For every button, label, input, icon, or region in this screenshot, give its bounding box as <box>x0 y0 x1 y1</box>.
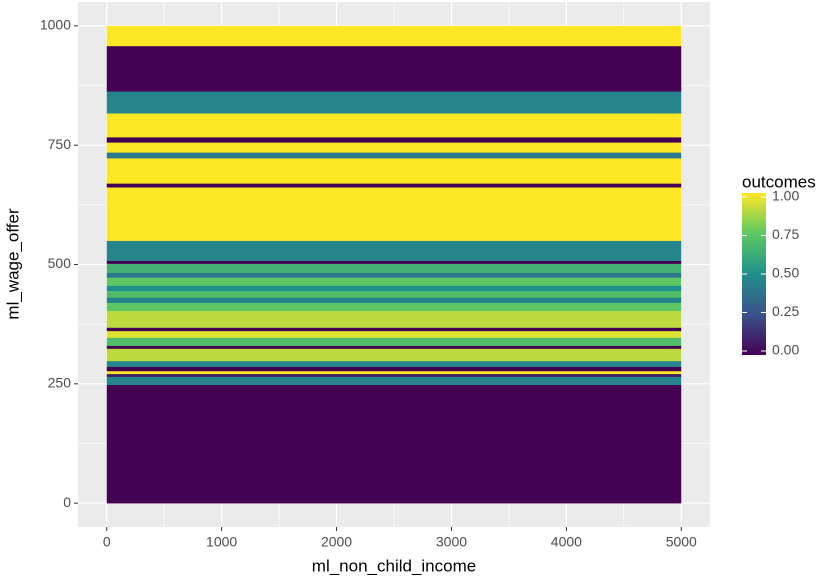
x-tick-label: 5000 <box>666 534 697 550</box>
heat-band <box>106 366 682 372</box>
heat-band <box>106 183 682 188</box>
y-tick-label: 750 <box>48 136 72 152</box>
heat-band <box>106 345 682 349</box>
heat-band <box>106 373 682 377</box>
heat-band <box>106 337 682 346</box>
heat-band <box>106 263 682 273</box>
y-tick-label: 500 <box>48 255 72 271</box>
x-tick-label: 2000 <box>321 534 352 550</box>
heat-band <box>106 310 682 328</box>
heat-band <box>106 360 682 367</box>
x-tick-label: 1000 <box>206 534 237 550</box>
heat-band <box>106 152 682 159</box>
heat-band <box>106 297 682 303</box>
heat-band <box>106 272 682 278</box>
heat-band <box>106 384 682 504</box>
heat-band <box>106 142 682 153</box>
heat-band <box>106 290 682 298</box>
legend-title: outcomes <box>742 172 816 191</box>
heat-band <box>106 277 682 286</box>
y-axis-label: ml_wage_offer <box>3 208 22 320</box>
heat-band <box>106 330 682 338</box>
colorbar-label: 0.50 <box>772 265 799 281</box>
colorbar-label: 0.25 <box>772 303 799 319</box>
heat-band <box>106 376 682 386</box>
heat-band <box>106 25 682 47</box>
x-axis-label: ml_non_child_income <box>312 556 476 575</box>
heat-band <box>106 187 682 241</box>
y-tick-label: 1000 <box>40 17 71 33</box>
colorbar-label: 0.00 <box>772 342 799 358</box>
x-tick-label: 4000 <box>551 534 582 550</box>
x-tick-label: 3000 <box>436 534 467 550</box>
heat-band <box>106 91 682 114</box>
colorbar-label: 0.75 <box>772 226 799 242</box>
heat-band <box>106 113 682 138</box>
y-tick-label: 0 <box>63 494 71 510</box>
heat-band <box>106 370 682 375</box>
heat-band <box>106 137 682 143</box>
heat-band <box>106 158 682 184</box>
heat-band <box>106 285 682 292</box>
heat-band <box>106 348 682 362</box>
heat-band <box>106 45 682 92</box>
x-tick-label: 0 <box>103 534 111 550</box>
heat-band <box>106 240 682 261</box>
heat-band <box>106 260 682 264</box>
colorbar-label: 1.00 <box>772 188 799 204</box>
heat-band <box>106 302 682 312</box>
heat-band <box>106 327 682 332</box>
y-tick-label: 250 <box>48 375 72 391</box>
